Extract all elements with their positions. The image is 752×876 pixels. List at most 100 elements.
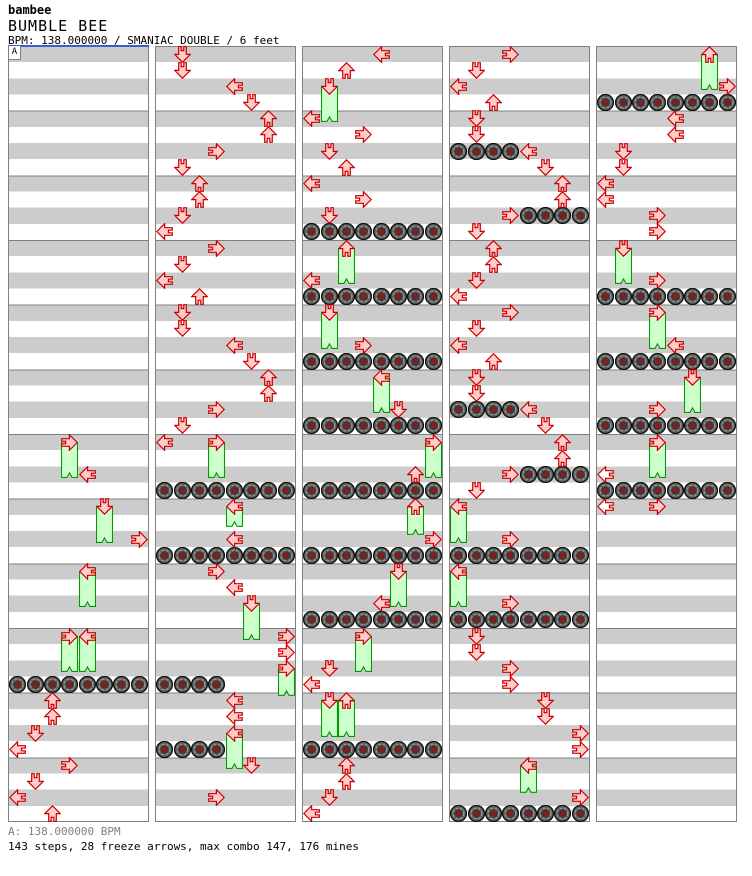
tap-right-arrow-icon <box>61 756 79 775</box>
mine-icon <box>631 417 650 435</box>
tap-right-arrow-icon <box>277 643 295 662</box>
freeze-down-arrow-icon <box>319 692 339 710</box>
tap-up-arrow-icon <box>553 174 573 192</box>
mine-icon <box>389 481 408 500</box>
freeze-body <box>320 700 338 737</box>
mine-icon <box>718 287 736 306</box>
mine-icon <box>389 740 408 758</box>
footer-bpm-line: A: 138.000000 BPM <box>8 825 121 838</box>
mine-icon <box>303 223 321 241</box>
mine-icon <box>597 417 615 435</box>
tap-left-arrow-icon <box>450 335 468 355</box>
freeze-down-arrow-icon <box>242 595 261 613</box>
mine-icon <box>519 465 537 484</box>
song-title: BUMBLE BEE <box>8 17 109 35</box>
mine-icon <box>95 675 114 694</box>
freeze-left-arrow-icon <box>450 497 468 516</box>
mine-icon <box>113 675 131 694</box>
mine-icon <box>701 481 719 500</box>
freeze-body <box>78 570 96 608</box>
tap-right-arrow-icon <box>355 335 373 355</box>
tap-down-arrow-icon <box>172 158 192 176</box>
mine-icon <box>519 546 537 564</box>
tap-left-arrow-icon <box>303 675 321 694</box>
mine-icon <box>614 93 632 112</box>
tap-up-arrow-icon <box>43 692 62 710</box>
mine-icon <box>597 352 615 370</box>
tap-left-arrow-icon <box>519 400 537 419</box>
mine-icon <box>337 740 356 758</box>
mine-icon <box>614 417 632 435</box>
freeze-right-arrow-icon <box>61 626 79 646</box>
mine-icon <box>424 287 442 306</box>
tap-left-arrow-icon <box>666 125 684 145</box>
tap-down-arrow-icon <box>466 369 486 386</box>
tap-up-arrow-icon <box>259 385 279 402</box>
tap-left-arrow-icon <box>597 174 615 193</box>
mine-icon <box>554 207 572 225</box>
mine-icon <box>536 546 555 564</box>
tap-down-arrow-icon <box>466 126 486 144</box>
tap-up-arrow-icon <box>259 126 279 144</box>
freeze-up-arrow-icon <box>337 239 356 257</box>
freeze-down-arrow-icon <box>319 304 339 322</box>
mine-icon <box>9 675 27 694</box>
mine-icon <box>484 546 503 564</box>
freeze-body <box>225 732 243 769</box>
mine-icon <box>372 611 390 629</box>
mine-icon <box>554 805 572 823</box>
tap-down-arrow-icon <box>536 417 555 435</box>
tap-down-arrow-icon <box>242 352 261 370</box>
mine-icon <box>337 352 356 370</box>
freeze-body <box>355 635 373 672</box>
mine-icon <box>467 142 485 160</box>
mine-icon <box>242 481 261 500</box>
tap-left-arrow-icon <box>9 740 27 759</box>
freeze-up-arrow-icon <box>406 498 426 516</box>
mine-icon <box>614 287 632 306</box>
freeze-up-arrow-icon <box>337 692 356 710</box>
mine-icon <box>190 481 209 500</box>
freeze-body <box>684 376 702 414</box>
mine-icon <box>78 675 96 694</box>
tap-up-arrow-icon <box>337 756 356 774</box>
tap-left-arrow-icon <box>9 788 27 807</box>
mine-icon <box>484 805 503 823</box>
mine-icon <box>649 287 667 306</box>
freeze-left-arrow-icon <box>78 626 96 646</box>
tap-right-arrow-icon <box>571 723 589 743</box>
freeze-body <box>277 667 295 697</box>
tap-right-arrow-icon <box>649 271 667 290</box>
tap-up-arrow-icon <box>337 773 356 790</box>
tap-up-arrow-icon <box>484 352 503 370</box>
mine-icon <box>536 805 555 823</box>
tap-up-arrow-icon <box>259 368 279 386</box>
freeze-left-arrow-icon <box>450 562 468 581</box>
tap-down-arrow-icon <box>319 789 339 807</box>
mine-icon <box>519 805 537 823</box>
mine-icon <box>631 287 650 306</box>
tap-up-arrow-icon <box>406 465 426 483</box>
freeze-body <box>243 603 261 640</box>
measure-panel-5 <box>596 45 737 822</box>
tap-down-arrow-icon <box>466 627 486 645</box>
mine-icon <box>631 352 650 370</box>
artist-name: bambee <box>8 3 52 17</box>
tap-left-arrow-icon <box>372 44 390 64</box>
mine-icon <box>424 352 442 370</box>
mine-icon <box>303 417 321 435</box>
mine-icon <box>571 465 589 484</box>
tap-up-arrow-icon <box>553 191 573 208</box>
tap-right-arrow-icon <box>208 788 226 807</box>
mine-icon <box>424 611 442 629</box>
mine-icon <box>190 675 209 694</box>
freeze-left-arrow-icon <box>519 756 537 775</box>
mine-icon <box>372 287 390 306</box>
mine-icon <box>718 93 736 112</box>
hollow-left-arrow-icon <box>597 465 615 484</box>
mine-icon <box>614 352 632 370</box>
mine-icon <box>649 352 667 370</box>
mine-icon <box>701 417 719 435</box>
mine-icon <box>536 465 555 484</box>
